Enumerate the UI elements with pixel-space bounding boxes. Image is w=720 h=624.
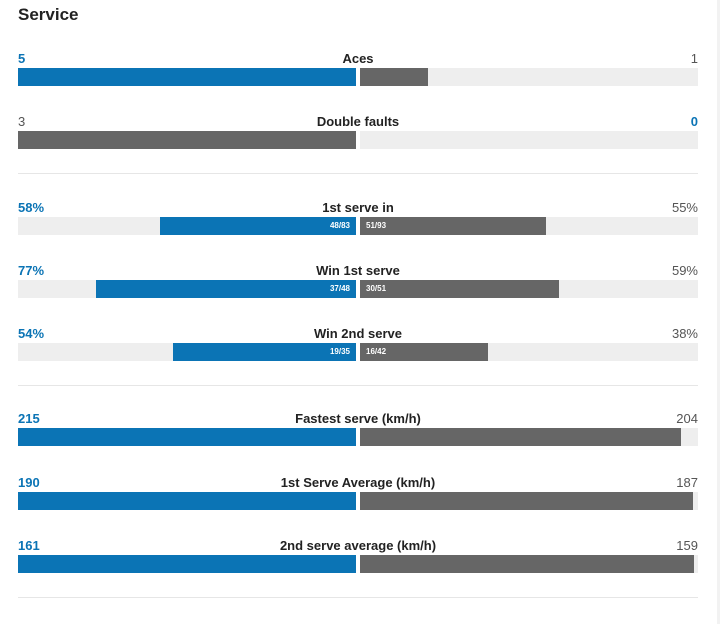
player1-fraction: 37/48	[329, 284, 350, 293]
player1-bar	[18, 428, 356, 446]
player1-bar: 48/83	[159, 217, 356, 235]
player1-bar: 19/35	[173, 343, 356, 361]
player1-bar	[18, 555, 356, 573]
player2-value: 1	[690, 51, 698, 66]
player1-value: 54%	[18, 326, 45, 341]
player1-bar	[18, 131, 356, 149]
player1-bar: 37/48	[95, 280, 356, 298]
player2-track	[360, 492, 698, 510]
player1-track	[18, 68, 356, 86]
player1-track: 48/83	[18, 217, 356, 235]
scroll-edge	[717, 0, 720, 624]
stat-row-1st-serve-average: 190 1st Serve Average (km/h) 187	[18, 474, 698, 514]
player2-bar: 30/51	[360, 280, 560, 298]
player2-track	[360, 131, 698, 149]
player2-track	[360, 555, 698, 573]
stat-row-win-1st-serve: 77% Win 1st serve 59% 37/48 30/51	[18, 262, 698, 302]
stat-name: 1st serve in	[322, 200, 394, 215]
player2-value: 55%	[671, 200, 698, 215]
player1-track	[18, 428, 356, 446]
player2-fraction: 51/93	[366, 221, 387, 230]
player2-value: 59%	[671, 263, 698, 278]
stat-name: 1st Serve Average (km/h)	[280, 475, 436, 490]
section-title: Service	[18, 5, 79, 24]
player1-track	[18, 131, 356, 149]
stat-row-win-2nd-serve: 54% Win 2nd serve 38% 19/35 16/42	[18, 325, 698, 365]
player2-value: 187	[676, 475, 698, 490]
player2-fraction: 30/51	[366, 284, 387, 293]
player1-fraction: 48/83	[329, 221, 350, 230]
player1-value: 215	[18, 411, 40, 426]
stat-row-1st-serve-in: 58% 1st serve in 55% 48/83 51/93	[18, 199, 698, 239]
player2-fraction: 16/42	[366, 347, 387, 356]
stat-row-fastest-serve: 215 Fastest serve (km/h) 204	[18, 410, 698, 450]
player2-track: 51/93	[360, 217, 698, 235]
player1-value: 58%	[18, 200, 45, 215]
player2-bar	[360, 555, 694, 573]
player1-fraction: 19/35	[329, 347, 350, 356]
player2-value: 159	[676, 538, 698, 553]
stat-row-2nd-serve-average: 161 2nd serve average (km/h) 159	[18, 537, 698, 577]
player2-track: 16/42	[360, 343, 698, 361]
player1-bar	[18, 492, 356, 510]
section-divider	[18, 173, 698, 174]
stat-name: Fastest serve (km/h)	[295, 411, 421, 426]
player1-track	[18, 492, 356, 510]
player2-value: 0	[690, 114, 698, 129]
section-divider	[18, 385, 698, 386]
player2-value: 204	[676, 411, 698, 426]
player1-value: 161	[18, 538, 40, 553]
player1-value: 77%	[18, 263, 45, 278]
stat-name: Win 2nd serve	[313, 326, 403, 341]
player2-track	[360, 428, 698, 446]
player2-track: 30/51	[360, 280, 698, 298]
player1-value: 190	[18, 475, 40, 490]
stat-name: Win 1st serve	[316, 263, 400, 278]
player2-value: 38%	[671, 326, 698, 341]
player1-value: 3	[18, 114, 26, 129]
player2-bar: 51/93	[360, 217, 546, 235]
stat-name: Double faults	[316, 114, 400, 129]
section-divider	[18, 597, 698, 598]
player2-bar: 16/42	[360, 343, 489, 361]
player1-track: 19/35	[18, 343, 356, 361]
player2-bar	[360, 428, 681, 446]
player2-track	[360, 68, 698, 86]
stat-name: Aces	[342, 51, 374, 66]
player1-bar	[18, 68, 356, 86]
player1-track: 37/48	[18, 280, 356, 298]
player2-bar	[360, 68, 428, 86]
stat-name: 2nd serve average (km/h)	[279, 538, 437, 553]
player1-track	[18, 555, 356, 573]
stat-row-aces: 5 Aces 1	[18, 50, 698, 90]
player2-bar	[360, 492, 693, 510]
player1-value: 5	[18, 51, 26, 66]
stat-row-double-faults: 3 Double faults 0	[18, 113, 698, 153]
